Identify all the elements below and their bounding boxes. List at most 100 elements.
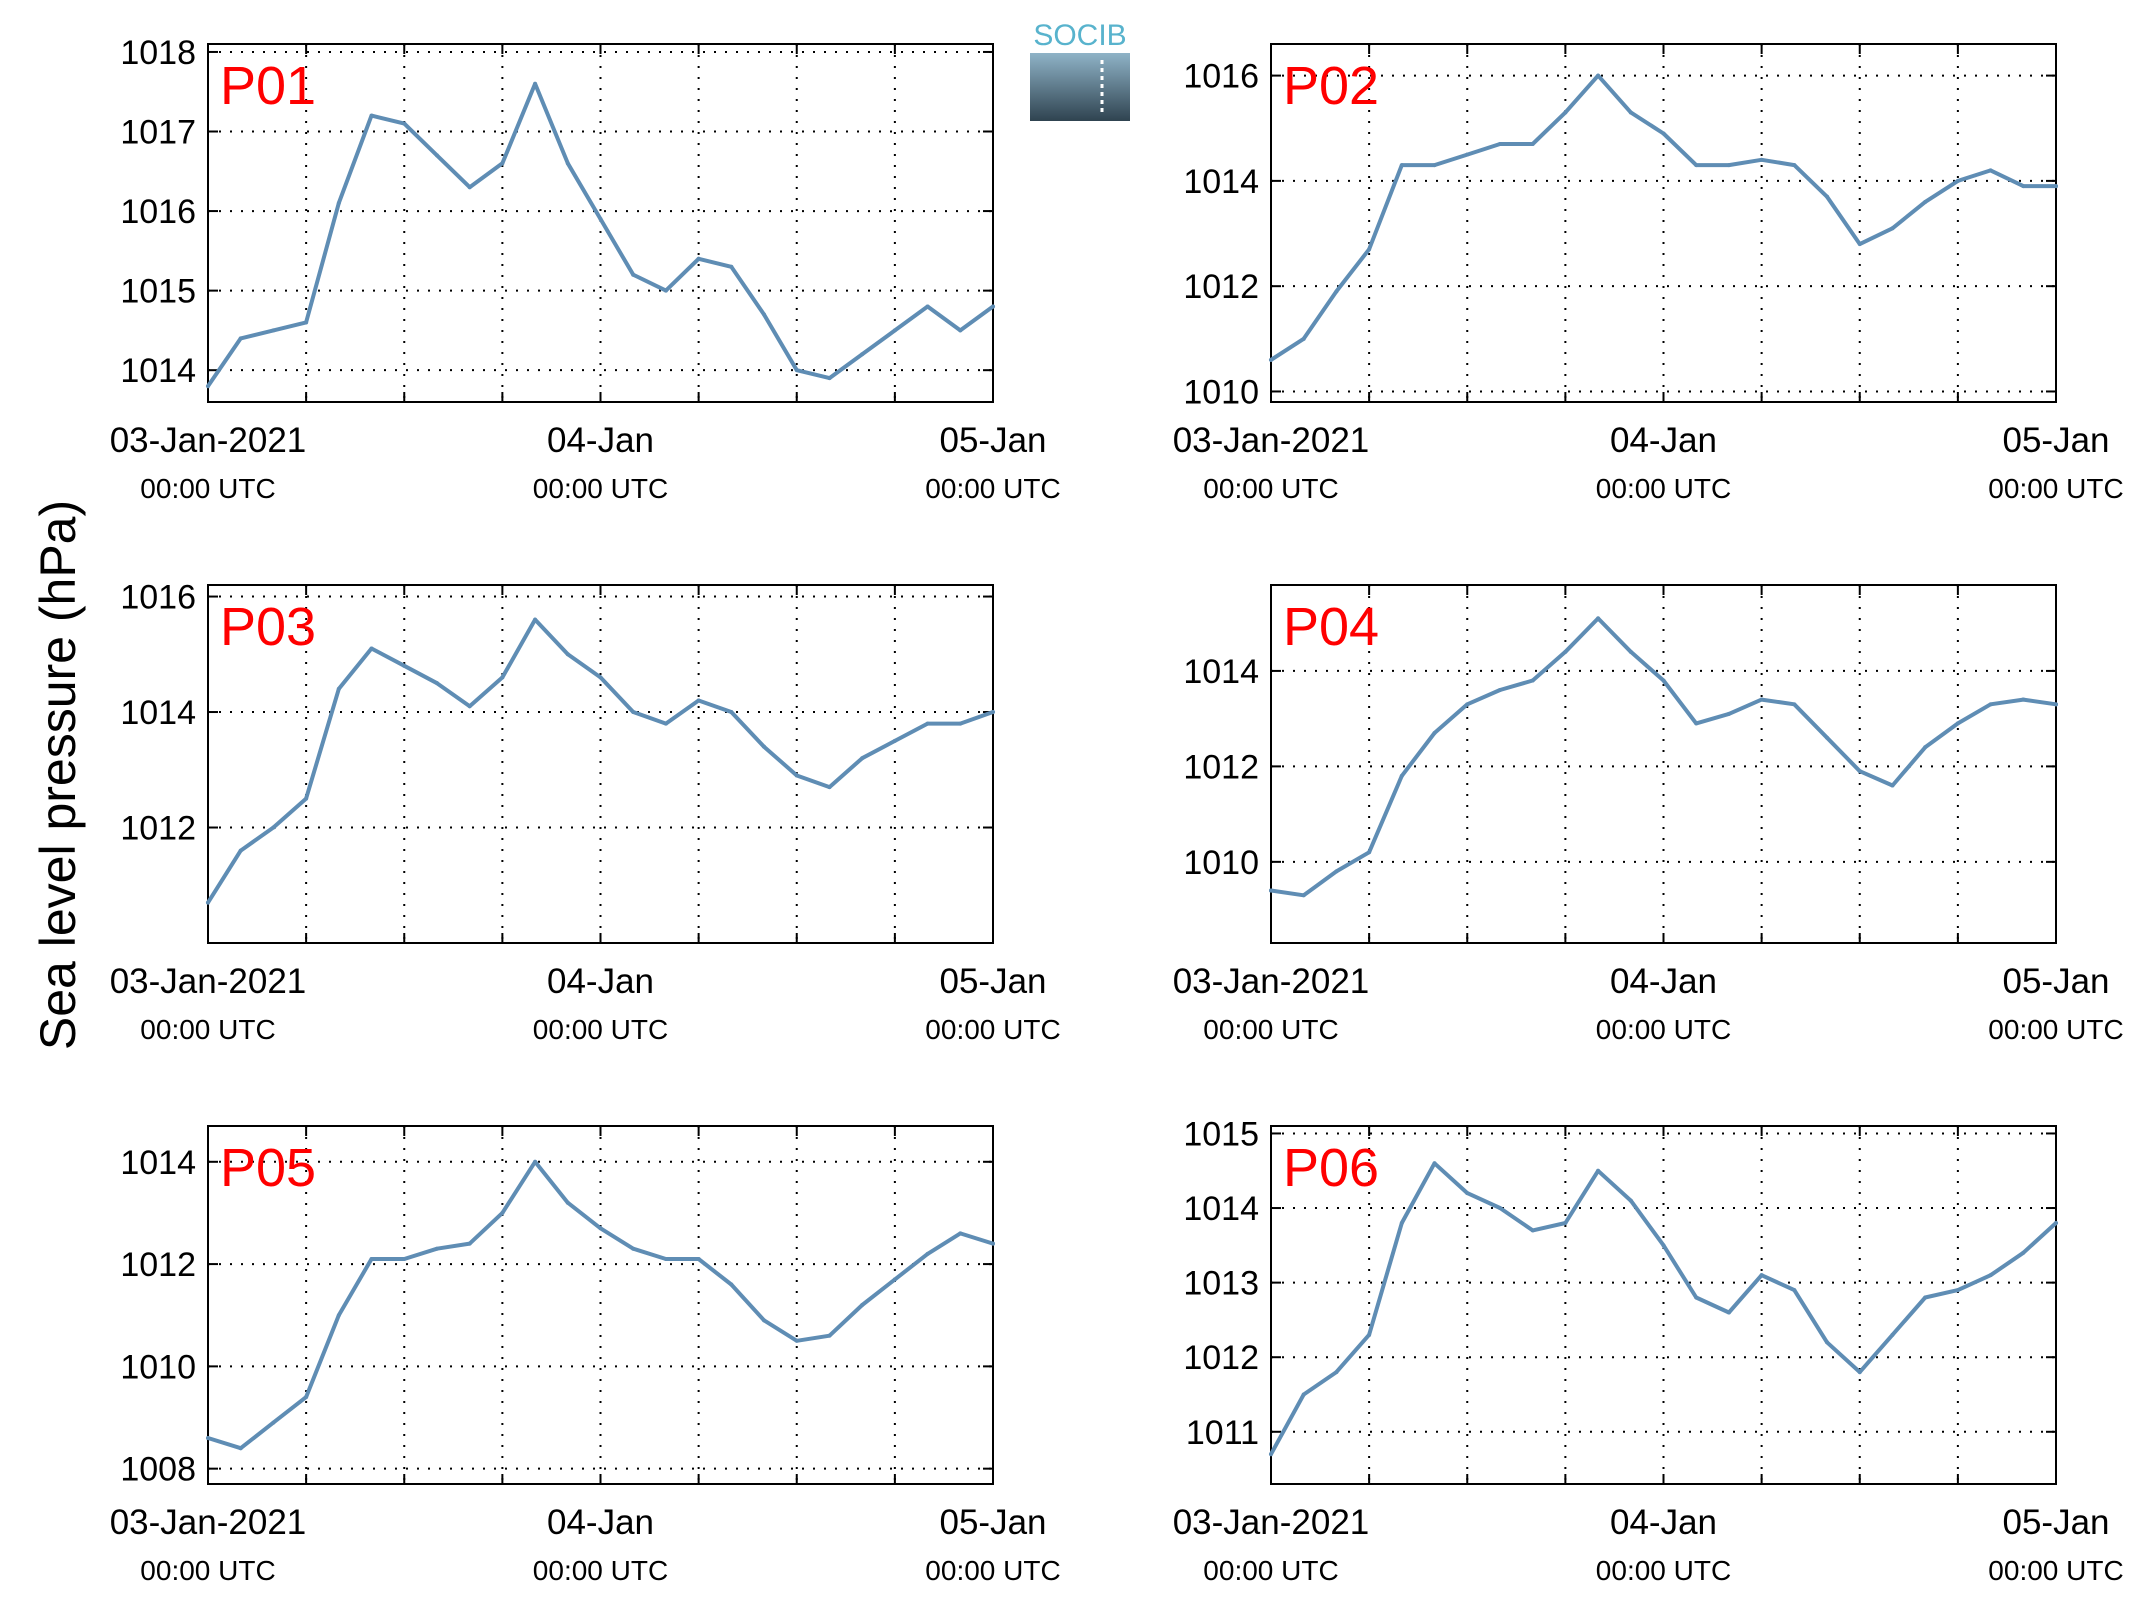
data-point xyxy=(991,304,995,309)
data-point xyxy=(1432,730,1437,735)
data-point xyxy=(1694,721,1699,726)
data-point xyxy=(762,1318,767,1323)
data-point xyxy=(336,1313,341,1318)
panel-p04: 1010 1012 1014 03-Jan-2021 00:00 UTC 04-Jan 00… xyxy=(1173,584,2124,1045)
x-tick-label-date: 05-Jan xyxy=(2002,1503,2109,1542)
data-point xyxy=(925,304,930,309)
data-point xyxy=(925,1251,930,1256)
data-point xyxy=(533,617,538,622)
data-point xyxy=(2021,1250,2026,1255)
y-tick-label: 1013 xyxy=(1183,1265,1259,1303)
data-point xyxy=(1988,168,1993,173)
x-tick-label-date: 03-Jan-2021 xyxy=(1173,1503,1370,1542)
data-point xyxy=(1596,73,1601,78)
data-point xyxy=(892,1277,897,1282)
data-point xyxy=(1465,702,1470,707)
y-tick-label: 1014 xyxy=(1183,1190,1259,1228)
x-tick-label-time: 00:00 UTC xyxy=(1203,1555,1338,1586)
data-point xyxy=(1367,1332,1372,1337)
data-point xyxy=(1628,110,1633,115)
data-point xyxy=(206,900,210,905)
axes-frame xyxy=(207,43,994,403)
data-point xyxy=(1923,1295,1928,1300)
y-tick-label: 1011 xyxy=(1186,1414,1259,1452)
data-point xyxy=(1399,773,1404,778)
panel-label: P05 xyxy=(220,1138,316,1198)
data-point xyxy=(1988,1273,1993,1278)
y-tick-label: 1014 xyxy=(120,694,196,732)
panel-label: P04 xyxy=(1283,597,1379,657)
x-tick-label-date: 04-Jan xyxy=(1610,1503,1717,1542)
data-point xyxy=(1563,649,1568,654)
x-tick-label-time: 00:00 UTC xyxy=(1203,1014,1338,1045)
y-tick-label: 1012 xyxy=(120,810,196,848)
x-tick-label-time: 00:00 UTC xyxy=(1596,1555,1731,1586)
pressure-series-line xyxy=(1269,73,2058,362)
data-point xyxy=(1694,1295,1699,1300)
data-point xyxy=(1269,888,1273,893)
x-tick-label-time: 00:00 UTC xyxy=(1988,1014,2123,1045)
data-point xyxy=(1759,697,1764,702)
x-tick-label-time: 00:00 UTC xyxy=(1596,473,1731,504)
x-tick-label-time: 00:00 UTC xyxy=(140,1014,275,1045)
pressure-series-line xyxy=(206,81,995,389)
axes-frame xyxy=(1270,584,2057,944)
data-point xyxy=(1399,1220,1404,1225)
data-point xyxy=(238,848,243,853)
x-tick-label-time: 00:00 UTC xyxy=(533,1555,668,1586)
pressure-series-line xyxy=(1269,616,2058,898)
data-point xyxy=(663,721,668,726)
data-point xyxy=(1857,242,1862,247)
data-point xyxy=(1694,163,1699,168)
data-point xyxy=(1726,711,1731,716)
logo-text: SOCIB xyxy=(1033,19,1126,52)
data-point xyxy=(500,675,505,680)
y-tick-label: 1012 xyxy=(1183,1339,1259,1377)
x-tick-label-date: 03-Jan-2021 xyxy=(1173,962,1370,1001)
data-point xyxy=(827,1333,832,1338)
y-tick-label: 1017 xyxy=(120,114,196,152)
data-point xyxy=(434,153,439,158)
data-point xyxy=(1465,152,1470,157)
data-point xyxy=(1334,869,1339,874)
data-point xyxy=(1661,131,1666,136)
panel-p03: 1012 1014 1016 03-Jan-2021 00:00 UTC 04-Jan 00… xyxy=(110,579,1061,1045)
y-tick-label: 1016 xyxy=(120,579,196,617)
y-tick-label: 1015 xyxy=(120,273,196,311)
x-tick-label-time: 00:00 UTC xyxy=(1596,1014,1731,1045)
data-point xyxy=(1334,289,1339,294)
data-point xyxy=(1269,357,1273,362)
y-tick-label: 1012 xyxy=(1183,748,1259,786)
data-point xyxy=(271,328,276,333)
data-point xyxy=(271,825,276,830)
data-point xyxy=(1269,1452,1273,1457)
data-point xyxy=(794,1338,799,1343)
data-point xyxy=(402,1256,407,1261)
logo-band xyxy=(1030,53,1130,121)
data-point xyxy=(1563,1220,1568,1225)
data-point xyxy=(1825,1340,1830,1345)
socib-logo: SOCIB xyxy=(1030,19,1130,121)
data-point xyxy=(762,744,767,749)
x-tick-label-date: 05-Jan xyxy=(939,1503,1046,1542)
x-tick-label-date: 03-Jan-2021 xyxy=(110,1503,307,1542)
data-point xyxy=(336,686,341,691)
x-tick-label-time: 00:00 UTC xyxy=(1988,473,2123,504)
data-point xyxy=(860,1303,865,1307)
panel-label: P02 xyxy=(1283,56,1379,116)
x-tick-label-time: 00:00 UTC xyxy=(533,473,668,504)
x-tick-label-date: 03-Jan-2021 xyxy=(110,421,307,460)
pressure-series-line xyxy=(1269,1161,2058,1457)
y-tick-label: 1016 xyxy=(1183,58,1259,96)
data-point xyxy=(598,217,603,222)
data-point xyxy=(1890,226,1895,231)
data-point xyxy=(2054,702,2058,707)
data-point xyxy=(1432,163,1437,168)
y-tick-label: 1016 xyxy=(120,193,196,231)
data-point xyxy=(1497,142,1502,147)
data-point xyxy=(1759,157,1764,162)
data-point xyxy=(696,698,701,703)
data-point xyxy=(1726,163,1731,168)
data-point xyxy=(206,384,210,389)
